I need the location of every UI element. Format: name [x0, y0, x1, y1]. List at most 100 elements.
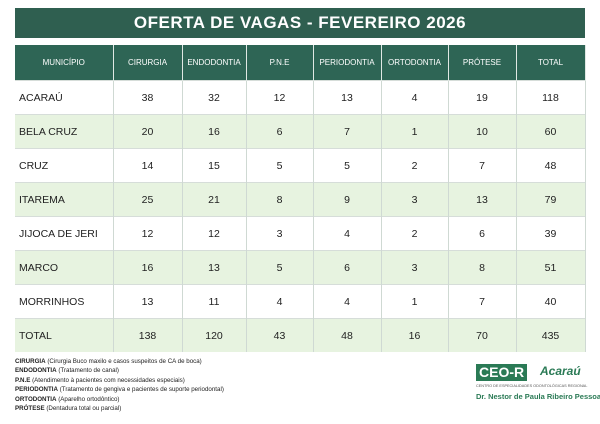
row-label: CRUZ: [15, 148, 114, 183]
column-header: PERIODONTIA: [313, 45, 382, 81]
cell: 43: [246, 318, 314, 352]
table-row: JIJOCA DE JERI 12 12 3 4 2 6 39: [15, 216, 586, 251]
cell: 14: [113, 148, 183, 183]
cell: 2: [381, 148, 449, 183]
cell: 25: [113, 182, 183, 217]
column-header: P.N.E: [246, 45, 314, 81]
cell: 7: [448, 148, 517, 183]
cell: 32: [182, 80, 247, 115]
note-term: P.N.E: [15, 376, 31, 384]
note-text: (Aparelho ortodôntico): [58, 395, 120, 403]
note-line: CIRURGIA (Cirurgia Buco maxilo e casos s…: [15, 357, 224, 366]
cell: 4: [313, 216, 382, 251]
cell: 1: [381, 114, 449, 149]
cell: 6: [246, 114, 314, 149]
table-row: MORRINHOS 13 11 4 4 1 7 40: [15, 284, 586, 319]
cell: 16: [113, 250, 183, 285]
table: MUNICÍPIO CIRURGIA ENDODONTIA P.N.E PERIODON…: [15, 45, 586, 352]
table-row: BELA CRUZ 20 16 6 7 1 10 60: [15, 114, 586, 149]
cell: 4: [246, 284, 314, 319]
note-term: PRÓTESE: [15, 405, 45, 413]
column-header: PRÓTESE: [448, 45, 517, 81]
cell: 7: [313, 114, 382, 149]
note-text: (Tratamento de canal): [58, 367, 119, 375]
cell: 79: [516, 182, 586, 217]
cell: 10: [448, 114, 517, 149]
note-term: PERIODONTIA: [15, 386, 58, 394]
cell: 19: [448, 80, 517, 115]
cell: 12: [113, 216, 183, 251]
cell: 48: [516, 148, 586, 183]
cell: 435: [516, 318, 586, 352]
note-line: PRÓTESE (Dentadura total ou parcial): [15, 404, 224, 413]
note-text: (Cirurgia Buco maxilo e casos suspeitos …: [47, 358, 202, 365]
cell: 3: [381, 182, 449, 217]
note-text: (Atendimento à pacientes com necessidade…: [32, 376, 185, 384]
cell: 5: [246, 250, 314, 285]
cell: 16: [381, 318, 449, 352]
table-row: ITAREMA 25 21 8 9 3 13 79: [15, 182, 586, 217]
row-label: JIJOCA DE JERI: [15, 216, 114, 251]
cell: 9: [313, 182, 382, 217]
table-row: TOTAL 138 120 43 48 16 70 435: [15, 318, 586, 352]
cell: 6: [448, 216, 517, 251]
cell: 118: [516, 80, 586, 115]
column-header: TOTAL: [516, 45, 586, 81]
note-line: P.N.E (Atendimento à pacientes com neces…: [15, 376, 224, 385]
logo-city: Acaraú: [540, 364, 581, 378]
cell: 13: [448, 182, 517, 217]
title: OFERTA DE VAGAS - FEVEREIRO 2026: [15, 8, 585, 38]
cell: 2: [381, 216, 449, 251]
table-row: ACARAÚ 38 32 12 13 4 19 118: [15, 80, 586, 115]
cell: 138: [113, 318, 183, 352]
cell: 5: [313, 148, 382, 183]
cell: 40: [516, 284, 586, 319]
note-term: CIRURGIA: [15, 358, 46, 365]
cell: 120: [182, 318, 247, 352]
cell: 5: [246, 148, 314, 183]
cell: 13: [113, 284, 183, 319]
cell: 16: [182, 114, 247, 149]
row-label: TOTAL: [15, 318, 114, 352]
cell: 13: [182, 250, 247, 285]
row-label: BELA CRUZ: [15, 114, 114, 149]
cell: 3: [381, 250, 449, 285]
cell: 70: [448, 318, 517, 352]
note-text: (Tratamento de gengiva e pacientes de su…: [59, 386, 224, 394]
cell: 39: [516, 216, 586, 251]
cell: 7: [448, 284, 517, 319]
row-label: ITAREMA: [15, 182, 114, 217]
cell: 4: [313, 284, 382, 319]
cell: 12: [182, 216, 247, 251]
cell: 12: [246, 80, 314, 115]
cell: 8: [246, 182, 314, 217]
cell: 11: [182, 284, 247, 319]
cell: 8: [448, 250, 517, 285]
cell: 15: [182, 148, 247, 183]
cell: 21: [182, 182, 247, 217]
cell: 38: [113, 80, 183, 115]
cell: 1: [381, 284, 449, 319]
logo-mark: CEO-R: [476, 364, 528, 381]
cell: 3: [246, 216, 314, 251]
cell: 6: [313, 250, 382, 285]
cell: 4: [381, 80, 449, 115]
logo-subtitle: CENTRO DE ESPECIALIDADES ODONTOLÓGICAS R…: [476, 384, 588, 388]
logo-name: Dr. Nestor de Paula Ribeiro Pessoa: [476, 392, 600, 401]
cell: 60: [516, 114, 586, 149]
cell: 51: [516, 250, 586, 285]
cell: 20: [113, 114, 183, 149]
column-header: MUNICÍPIO: [15, 45, 114, 81]
note-term: ORTODONTIA: [15, 395, 57, 403]
row-label: MARCO: [15, 250, 114, 285]
column-header: ENDODONTIA: [182, 45, 247, 81]
cell: 13: [313, 80, 382, 115]
row-label: MORRINHOS: [15, 284, 114, 319]
note-line: ORTODONTIA (Aparelho ortodôntico): [15, 395, 224, 404]
cell: 48: [313, 318, 382, 352]
legend-notes: CIRURGIA (Cirurgia Buco maxilo e casos s…: [15, 357, 224, 413]
table-row: CRUZ 14 15 5 5 2 7 48: [15, 148, 586, 183]
row-label: ACARAÚ: [15, 80, 114, 115]
logo: CEO-R Acaraú CENTRO DE ESPECIALIDADES OD…: [476, 362, 600, 412]
